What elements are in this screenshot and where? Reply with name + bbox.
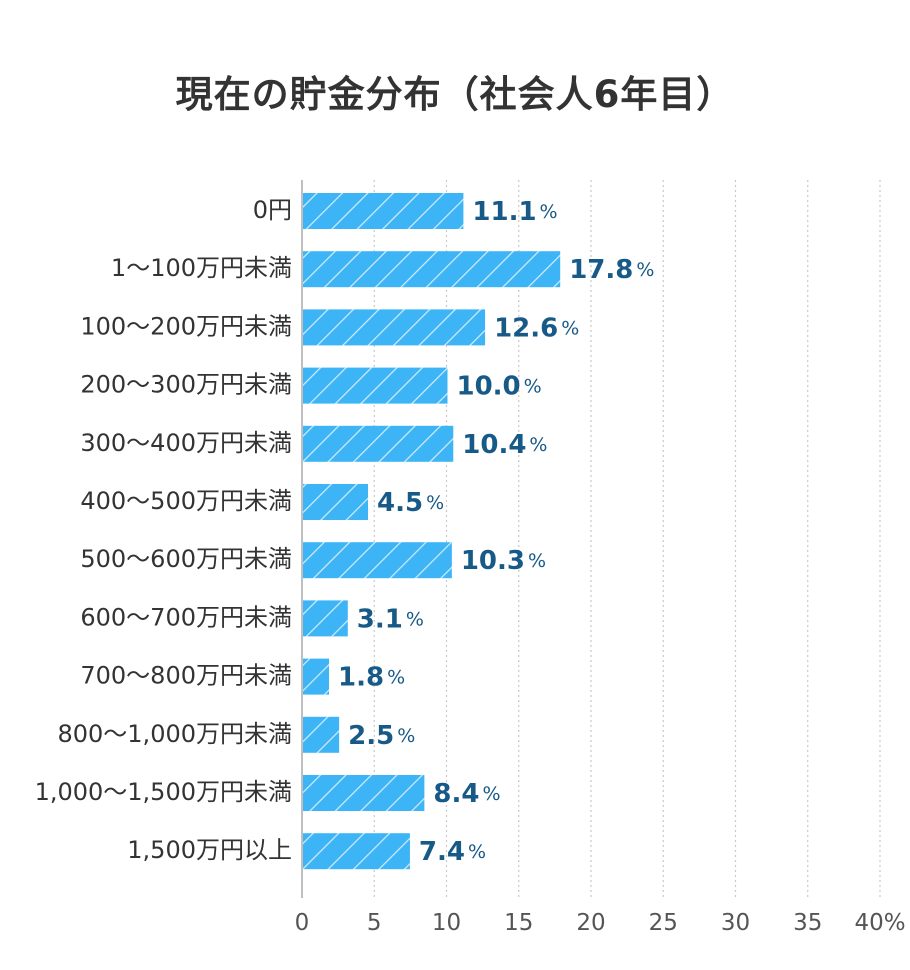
x-tick-label: 0 (295, 910, 310, 936)
value-number: 1.8 (338, 662, 384, 692)
category-label: 700〜800万円未満 (80, 662, 292, 690)
bar (303, 775, 425, 811)
value-number: 7.4 (419, 837, 465, 867)
category-label: 500〜600万円未満 (80, 545, 292, 573)
value-unit: % (636, 259, 654, 281)
x-tick-label: 30 (721, 910, 750, 936)
value-unit: % (426, 492, 444, 514)
x-tick-label: 25 (649, 910, 678, 936)
value-unit: % (397, 724, 415, 746)
value-number: 8.4 (433, 779, 479, 809)
bar (303, 658, 330, 695)
value-unit: % (529, 433, 547, 455)
chart-title: 現在の貯金分布（社会人6年目） (175, 73, 735, 116)
value-label: 10.3% (461, 546, 546, 576)
value-number: 11.1 (472, 197, 536, 227)
value-unit: % (482, 783, 500, 805)
value-label: 2.5% (348, 720, 415, 750)
value-label: 17.8% (569, 255, 654, 285)
value-unit: % (540, 201, 558, 223)
category-label: 200〜300万円未満 (80, 371, 292, 399)
value-number: 2.5 (348, 720, 394, 750)
value-unit: % (561, 317, 579, 339)
value-label: 10.0% (457, 371, 542, 401)
value-label: 8.4% (433, 779, 500, 809)
bar (303, 425, 454, 462)
value-label: 4.5% (377, 488, 444, 518)
value-label: 3.1% (357, 604, 424, 634)
value-label: 7.4% (419, 837, 486, 867)
x-tick-label: 15 (504, 910, 533, 936)
bars: 0円 11.1 % 1〜100万円未満 17.8 % 100〜200万円未満 12.6 % 200… (35, 193, 654, 870)
bar (303, 542, 452, 579)
value-label: 1.8% (338, 662, 405, 692)
value-unit: % (387, 666, 405, 688)
x-tick-label: 20 (576, 910, 605, 936)
bar (303, 716, 340, 753)
category-label: 400〜500万円未満 (80, 487, 292, 515)
category-label: 600〜700万円未満 (80, 603, 292, 631)
value-number: 3.1 (357, 604, 403, 634)
value-number: 10.0 (457, 371, 521, 401)
category-label: 0円 (253, 196, 292, 224)
value-label: 10.4% (462, 429, 547, 459)
value-label: 12.6% (494, 313, 579, 343)
value-number: 12.6 (494, 313, 558, 343)
category-label: 300〜400万円未満 (80, 429, 292, 457)
value-unit: % (468, 841, 486, 863)
x-tick-label: 40% (854, 910, 905, 936)
value-number: 4.5 (377, 488, 423, 518)
category-label: 800〜1,000万円未満 (57, 720, 292, 748)
category-label: 100〜200万円未満 (80, 312, 292, 340)
x-tick-label: 35 (793, 910, 822, 936)
value-number: 10.4 (462, 429, 526, 459)
value-number: 10.3 (461, 546, 525, 576)
value-number: 17.8 (569, 255, 633, 285)
value-unit: % (524, 375, 542, 397)
category-label: 1,000〜1,500万円未満 (35, 778, 292, 806)
value-unit: % (528, 550, 546, 572)
bar (303, 251, 561, 288)
bar (303, 833, 410, 870)
x-tick-label: 5 (367, 910, 382, 936)
bar (303, 193, 464, 229)
bar (303, 484, 369, 520)
category-label: 1〜100万円未満 (111, 254, 292, 282)
value-label: 11.1% (472, 197, 557, 227)
category-label: 1,500万円以上 (127, 836, 292, 864)
x-tick-label: 10 (432, 910, 461, 936)
bar (303, 367, 448, 404)
bar (303, 309, 486, 346)
value-unit: % (406, 608, 424, 630)
x-axis: 0 5 10 15 20 25 30 35 40% (295, 180, 906, 936)
bar (303, 600, 348, 637)
